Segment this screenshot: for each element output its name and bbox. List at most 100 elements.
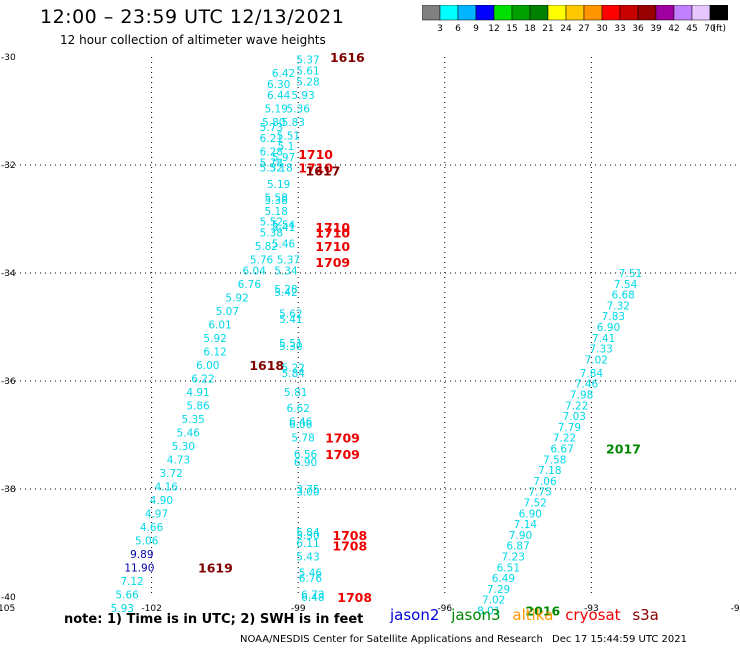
wave-height-value: 6.73 bbox=[301, 589, 324, 601]
wave-height-value: 5.58 bbox=[265, 192, 288, 204]
wave-height-value: 5.46 bbox=[299, 568, 323, 580]
footnote: note: 1) Time is in UTC; 2) SWH is in fe… bbox=[64, 612, 364, 627]
pass-time-label: 1709 bbox=[315, 255, 350, 270]
wave-height-value: 5.36 bbox=[287, 103, 311, 115]
wave-height-value: 5.73 bbox=[260, 122, 283, 134]
wave-height-value: 5.78 bbox=[260, 157, 283, 169]
wave-height-value: 5.41 bbox=[272, 222, 295, 234]
wave-height-value: 7.98 bbox=[570, 390, 593, 402]
wave-height-value: 5.76 bbox=[250, 255, 274, 267]
wave-height-value: 3.00 bbox=[296, 487, 319, 499]
y-tick-label: -34 bbox=[1, 269, 16, 279]
pass-time-label: 1710 bbox=[298, 147, 333, 162]
wave-height-value: 5.38 bbox=[260, 228, 283, 240]
wave-height-value: 7.06 bbox=[533, 476, 557, 488]
legend-s3a: s3a bbox=[632, 606, 659, 624]
wave-height-value: 4.91 bbox=[186, 387, 209, 399]
pass-time-label: 1708 bbox=[332, 528, 367, 543]
wave-height-value: 5.93 bbox=[291, 90, 314, 102]
wave-height-value: 5.52 bbox=[260, 217, 283, 229]
wave-height-value: 5.41 bbox=[279, 314, 302, 326]
wave-height-value: 7.22 bbox=[565, 400, 588, 412]
x-tick-label: -96 bbox=[437, 604, 452, 614]
wave-height-value: 5.35 bbox=[181, 414, 204, 426]
colorbar-tick: 18 bbox=[524, 24, 536, 33]
wave-height-value: 6.06 bbox=[289, 419, 313, 431]
pass-time-label: 2016 bbox=[525, 604, 560, 619]
colorbar-tick: 21 bbox=[542, 24, 553, 33]
colorbar-tick: 70 bbox=[704, 24, 716, 33]
wave-height-value: 5.83 bbox=[282, 117, 305, 129]
pass-time-label: 1708 bbox=[337, 590, 372, 605]
wave-height-value: 7.79 bbox=[558, 422, 581, 434]
colorbar-swatch bbox=[709, 5, 728, 21]
wave-height-value: 8.01 bbox=[477, 606, 500, 618]
wave-height-value: 7.23 bbox=[502, 552, 525, 564]
credit-text: NOAA/NESDIS Center for Satellite Applica… bbox=[240, 634, 543, 645]
pass-time-label: 1710 bbox=[315, 220, 350, 235]
wave-height-value: 7.33 bbox=[589, 344, 612, 356]
wave-height-value: 7.18 bbox=[538, 465, 561, 477]
wave-height-value: 6.22 bbox=[191, 373, 214, 385]
colorbar-tick: 24 bbox=[560, 24, 572, 33]
wave-height-value: 5.19 bbox=[265, 103, 288, 115]
wave-height-value: 5.61 bbox=[296, 66, 319, 78]
wave-height-value: 7.54 bbox=[614, 279, 638, 291]
pass-time-label: 1709 bbox=[325, 431, 360, 446]
colorbar-tick: 9 bbox=[473, 24, 479, 33]
wave-height-value: 6.90 bbox=[294, 457, 317, 469]
wave-height-value: 5.42 bbox=[274, 287, 297, 299]
y-tick-label: -36 bbox=[1, 377, 16, 387]
colorbar-tick: 36 bbox=[632, 24, 644, 33]
x-tick-label: -102 bbox=[141, 604, 161, 614]
wave-height-value: 7.52 bbox=[524, 498, 547, 510]
pass-time-label: 1710 bbox=[315, 239, 350, 254]
wave-height-value: 3.72 bbox=[159, 468, 182, 480]
legend-jason2: jason2 bbox=[390, 606, 440, 624]
y-tick-label: -40 bbox=[1, 593, 16, 603]
wave-height-value: 6.76 bbox=[238, 279, 262, 291]
legend-altika: altika bbox=[512, 606, 554, 624]
wave-height-value: 5.54 bbox=[272, 219, 296, 231]
wave-height-value: 5.18 bbox=[265, 206, 288, 218]
wave-height-value: 5.46 bbox=[272, 238, 296, 250]
colorbar-tick: 42 bbox=[668, 24, 679, 33]
wave-height-value: 6.30 bbox=[267, 79, 290, 91]
wave-height-value: 6.87 bbox=[506, 541, 529, 553]
wave-height-value: 5.78 bbox=[291, 433, 314, 445]
colorbar-tick: 12 bbox=[488, 24, 499, 33]
y-tick-label: -32 bbox=[1, 161, 16, 171]
wave-height-value: 5.22 bbox=[282, 363, 305, 375]
wave-height-value: 6.28 bbox=[260, 147, 283, 159]
wave-height-value: 6.42 bbox=[272, 68, 295, 80]
wave-height-value: 6.51 bbox=[497, 562, 520, 574]
pass-time-label: 1710 bbox=[298, 161, 333, 176]
wave-height-value: 5.97 bbox=[272, 152, 295, 164]
wave-height-value: 6.01 bbox=[208, 319, 231, 331]
wave-height-value: 5.07 bbox=[216, 306, 239, 318]
wave-height-value: 6.68 bbox=[611, 290, 634, 302]
wave-height-value: 6.90 bbox=[519, 508, 542, 520]
legend-jason3: jason3 bbox=[451, 606, 501, 624]
wave-height-value: 4.16 bbox=[155, 481, 179, 493]
wave-height-value: 5.38 bbox=[265, 195, 288, 207]
wave-height-value: 6.76 bbox=[299, 573, 323, 585]
wave-height-value: 4.73 bbox=[167, 454, 190, 466]
wave-height-value: 5.92 bbox=[203, 333, 226, 345]
wave-height-value: 5.37 bbox=[296, 55, 319, 67]
pass-time-label: 1619 bbox=[198, 560, 233, 575]
wave-height-value: 7.75 bbox=[528, 487, 551, 499]
x-tick-label: -90 bbox=[731, 604, 740, 614]
wave-height-value: 6.46 bbox=[289, 417, 313, 429]
wave-height-value: 4.97 bbox=[145, 508, 168, 520]
wave-height-value: 5.43 bbox=[296, 552, 319, 564]
wave-height-value: 6.11 bbox=[296, 538, 319, 550]
wave-height-value: 7.83 bbox=[602, 311, 625, 323]
pass-time-label: 1708 bbox=[332, 539, 367, 554]
satellite-legend: jason2 jason3 altika cryosat s3a bbox=[390, 606, 666, 624]
colorbar-tick: 45 bbox=[686, 24, 697, 33]
wave-height-value: 5.62 bbox=[279, 309, 302, 321]
colorbar-tick: 3 bbox=[437, 24, 443, 33]
wave-height-value: 5.30 bbox=[296, 530, 319, 542]
